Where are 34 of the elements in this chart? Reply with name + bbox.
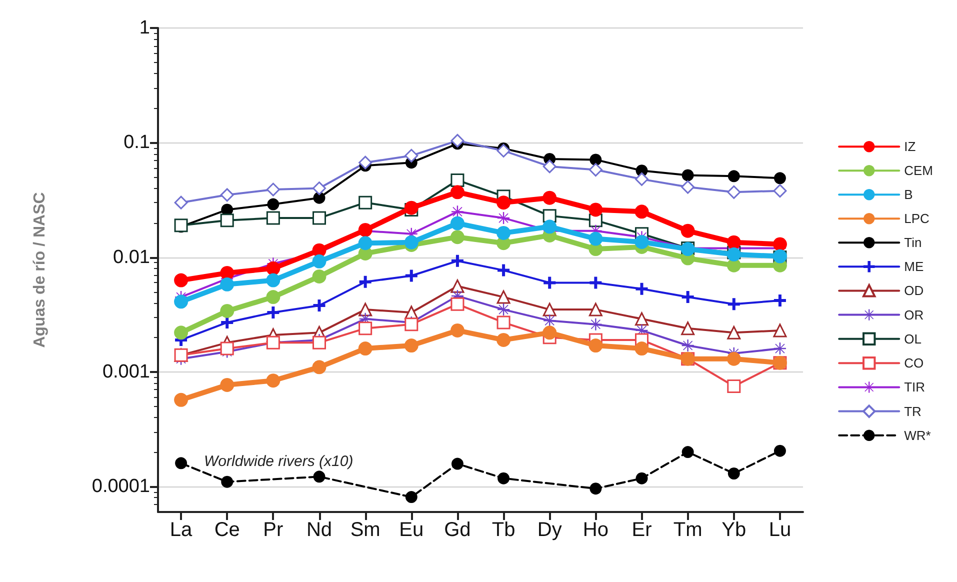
x-tick-label: Yb [722,519,746,541]
legend-label: B [904,187,913,202]
y-tick-label: 0.1 [124,132,150,154]
y-tick-label: 0.01 [113,246,150,268]
x-tick-label: La [170,519,194,541]
x-tick-label: Er [632,519,652,541]
y-tick-label: 0.0001 [92,476,150,498]
x-tick-label: Nd [306,519,332,541]
x-tick-label: Pr [263,519,284,541]
legend-label: TIR [904,380,926,395]
legend-label: Tin [904,235,922,250]
x-tick-label: Gd [444,519,471,541]
x-tick-label: Sm [350,519,380,541]
legend-label: OL [904,331,922,346]
legend-label: ME [904,259,924,274]
y-tick-label: 0.001 [102,361,150,382]
x-tick-label: Ho [582,519,608,541]
legend-label: WR* [904,428,931,443]
annotation: Worldwide rivers (x10) [204,453,354,470]
legend-label: OR [904,307,924,322]
legend-label: IZ [904,139,916,154]
legend-label: CO [904,356,924,371]
y-tick-label: 1 [139,18,150,38]
y-axis-title: Aguas de río / NASC [32,192,48,348]
x-tick-label: Ce [214,519,240,541]
legend-label: CEM [904,163,933,178]
legend-label: LPC [904,211,930,226]
x-tick-label: Eu [399,519,424,541]
x-tick-label: Tm [673,519,702,541]
legend-label: TR [904,404,922,419]
x-tick-label: Tb [492,519,516,541]
x-tick-label: Dy [537,519,562,541]
x-tick-label: Lu [768,519,792,541]
legend-label: OD [904,283,924,298]
